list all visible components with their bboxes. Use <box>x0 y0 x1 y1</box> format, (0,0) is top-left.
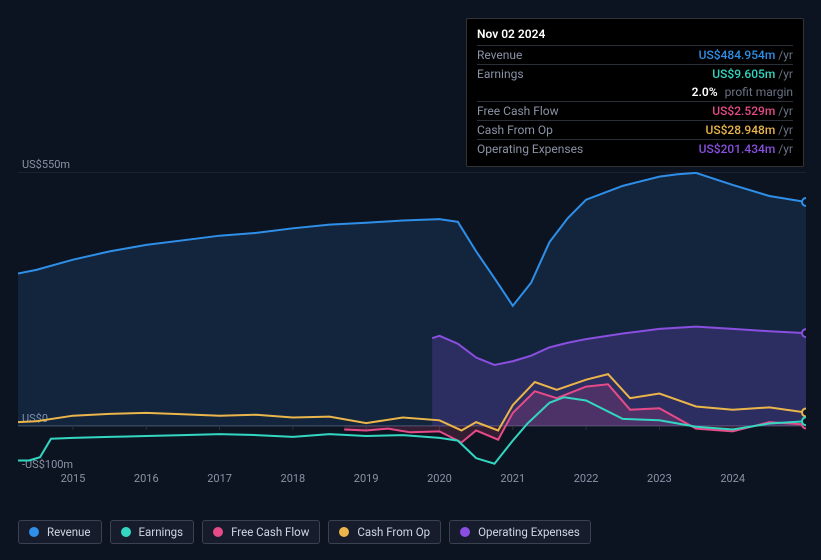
profit-margin-value: 2.0% <box>692 85 718 99</box>
tooltip-value: US$28.948m/yr <box>705 123 793 137</box>
legend: Revenue Earnings Free Cash Flow Cash From O… <box>18 520 591 544</box>
legend-item-cfo[interactable]: Cash From Op <box>328 520 441 544</box>
tooltip-value: US$9.605m/yr <box>712 67 793 81</box>
tooltip-label: Earnings <box>477 67 524 81</box>
legend-label: Cash From Op <box>357 525 430 539</box>
chart[interactable]: US$550mUS$0-US$100m 20152016201720182019… <box>18 158 806 488</box>
legend-item-fcf[interactable]: Free Cash Flow <box>202 520 320 544</box>
tooltip-label: Cash From Op <box>477 123 553 137</box>
legend-item-revenue[interactable]: Revenue <box>18 520 102 544</box>
x-axis-label: 2015 <box>61 472 86 485</box>
tooltip-row-earnings: Earnings US$9.605m/yr <box>477 64 793 83</box>
legend-item-opex[interactable]: Operating Expenses <box>449 520 591 544</box>
legend-swatch <box>460 527 470 537</box>
y-axis-label: US$550m <box>22 158 70 171</box>
profit-margin-label: profit margin <box>725 85 793 99</box>
legend-label: Earnings <box>139 525 184 539</box>
tooltip-value: US$2.529m/yr <box>712 104 793 118</box>
tooltip-row-opex: Operating Expenses US$201.434m/yr <box>477 139 793 158</box>
tooltip-row-revenue: Revenue US$484.954m/yr <box>477 45 793 64</box>
profit-margin-row: 2.0% profit margin <box>477 83 793 101</box>
legend-swatch <box>29 527 39 537</box>
x-axis-label: 2024 <box>720 472 745 485</box>
legend-swatch <box>339 527 349 537</box>
tooltip-panel: Nov 02 2024 Revenue US$484.954m/yr Earning… <box>466 18 804 167</box>
tooltip-value: US$484.954m/yr <box>699 48 793 62</box>
x-axis-label: 2019 <box>354 472 379 485</box>
legend-label: Free Cash Flow <box>231 525 309 539</box>
tooltip-label: Operating Expenses <box>477 142 583 156</box>
tooltip-label: Revenue <box>477 48 522 62</box>
x-axis-label: 2016 <box>134 472 159 485</box>
legend-item-earnings[interactable]: Earnings <box>110 520 195 544</box>
x-axis-label: 2020 <box>427 472 452 485</box>
legend-label: Operating Expenses <box>478 525 580 539</box>
x-axis-label: 2021 <box>500 472 525 485</box>
chart-svg <box>18 172 806 472</box>
x-axis-labels: 2015 2016 2017 2018 2019 2020 2021 2022 2023 2024 <box>18 472 806 488</box>
legend-swatch <box>121 527 131 537</box>
tooltip-label: Free Cash Flow <box>477 104 559 118</box>
x-axis-label: 2017 <box>207 472 232 485</box>
x-axis-label: 2023 <box>647 472 672 485</box>
tooltip-row-fcf: Free Cash Flow US$2.529m/yr <box>477 101 793 120</box>
tooltip-row-cfo: Cash From Op US$28.948m/yr <box>477 120 793 139</box>
legend-label: Revenue <box>47 525 91 539</box>
tooltip-date: Nov 02 2024 <box>477 27 793 41</box>
tooltip-value: US$201.434m/yr <box>699 142 793 156</box>
x-axis-label: 2022 <box>574 472 599 485</box>
legend-swatch <box>213 527 223 537</box>
x-axis-label: 2018 <box>281 472 306 485</box>
